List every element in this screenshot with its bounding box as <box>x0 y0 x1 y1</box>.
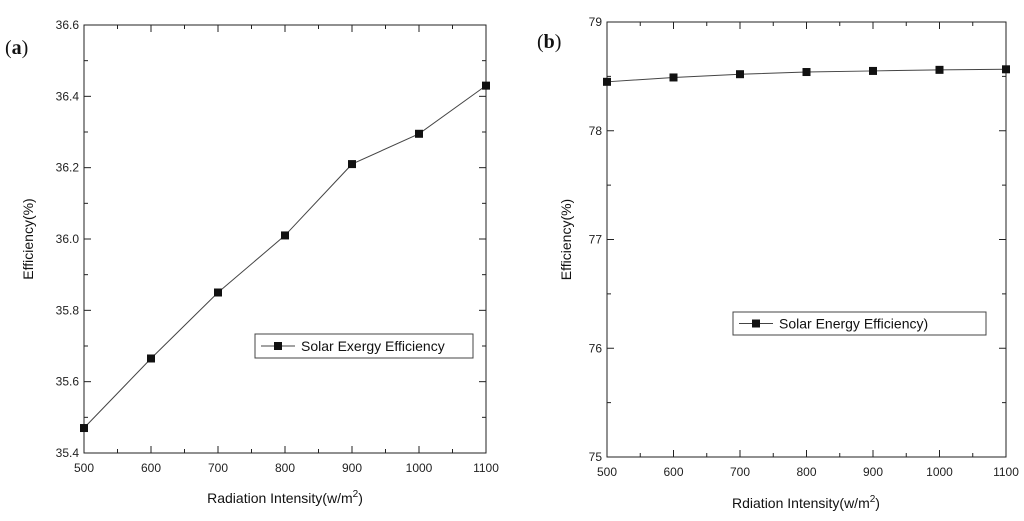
y-tick-label: 36.2 <box>56 161 80 175</box>
x-tick-label: 600 <box>663 465 683 479</box>
x-tick-label: 600 <box>141 461 161 475</box>
data-point-marker <box>869 66 877 75</box>
data-point-marker <box>802 68 811 77</box>
y-axis-title: Efficiency(%) <box>20 198 36 279</box>
x-axis-title: Rdiation Intensity(w/m2) <box>732 494 880 511</box>
x-axis-title-superscript: 2 <box>353 489 359 500</box>
x-tick-label: 1000 <box>406 461 433 475</box>
panel-label: (a) <box>5 37 28 59</box>
panel-label-open-paren: ( <box>537 31 544 53</box>
data-point-marker <box>482 81 490 90</box>
y-tick-label: 77 <box>589 233 603 247</box>
x-tick-label: 700 <box>208 461 228 475</box>
y-tick-label: 76 <box>589 341 603 355</box>
panel-label-close-paren: ) <box>555 31 562 53</box>
x-tick-label: 1100 <box>993 465 1019 479</box>
data-point-marker <box>736 70 744 79</box>
y-tick-label: 75 <box>589 450 603 464</box>
data-point-marker <box>147 354 155 363</box>
data-point-marker <box>603 77 611 86</box>
x-axis-title-main: Rdiation Intensity(w/m <box>732 495 870 511</box>
x-axis-title-main: Radiation Intensity(w/m <box>207 490 353 506</box>
legend-marker-sample <box>274 342 282 350</box>
data-point-marker <box>348 160 356 169</box>
x-tick-label: 900 <box>863 465 883 479</box>
y-tick-label: 35.4 <box>56 446 80 460</box>
x-axis-title-tail: ) <box>358 490 363 506</box>
series-line <box>83 85 487 429</box>
panel-label-close-paren: ) <box>22 37 29 59</box>
plot-frame <box>606 21 1007 458</box>
data-point-marker <box>669 73 678 82</box>
x-tick-label: 700 <box>730 465 750 479</box>
data-point-marker <box>214 288 222 297</box>
x-tick-label: 500 <box>597 465 617 479</box>
x-axis-title-tail: ) <box>875 495 880 511</box>
chart-panel-a: 500 600 700 800 900 1000 1100 35.4 35.6 35.8 36.0 3… <box>5 18 499 506</box>
data-point-marker <box>415 129 423 138</box>
x-tick-label: 500 <box>74 461 94 475</box>
panel-label-open-paren: ( <box>5 37 12 59</box>
legend-label: Solar Energy Efficiency) <box>779 316 928 332</box>
x-tick-label: 1100 <box>473 461 499 475</box>
panel-label-letter: b <box>544 31 555 53</box>
y-tick-label: 36.4 <box>56 89 80 103</box>
panel-label-letter: a <box>12 37 22 59</box>
y-tick-label: 79 <box>589 15 603 29</box>
x-tick-label: 900 <box>342 461 362 475</box>
data-point-marker <box>1002 65 1010 74</box>
data-point-marker <box>80 424 88 433</box>
x-tick-label: 800 <box>796 465 816 479</box>
x-axis-title-superscript: 2 <box>870 494 876 505</box>
data-point-marker <box>935 65 944 74</box>
x-tick-label: 1000 <box>926 465 953 479</box>
x-axis-title: Radiation Intensity(w/m2) <box>207 489 363 506</box>
panel-label: (b) <box>537 31 561 53</box>
data-point-marker <box>281 231 289 240</box>
y-tick-label: 78 <box>589 124 603 138</box>
legend-marker-sample <box>752 319 760 328</box>
y-tick-label: 36.6 <box>56 18 80 32</box>
y-tick-label: 35.8 <box>56 303 80 317</box>
chart-panel-b: 500 600 700 800 900 1000 1100 75 76 77 78 79 Solar E… <box>537 15 1019 511</box>
legend-box <box>732 311 987 336</box>
x-tick-label: 800 <box>275 461 295 475</box>
legend-label: Solar Exergy Efficiency <box>301 338 445 354</box>
y-tick-label: 35.6 <box>56 375 80 389</box>
y-axis-title: Efficiency(%) <box>558 199 574 280</box>
y-tick-label: 36.0 <box>56 232 80 246</box>
